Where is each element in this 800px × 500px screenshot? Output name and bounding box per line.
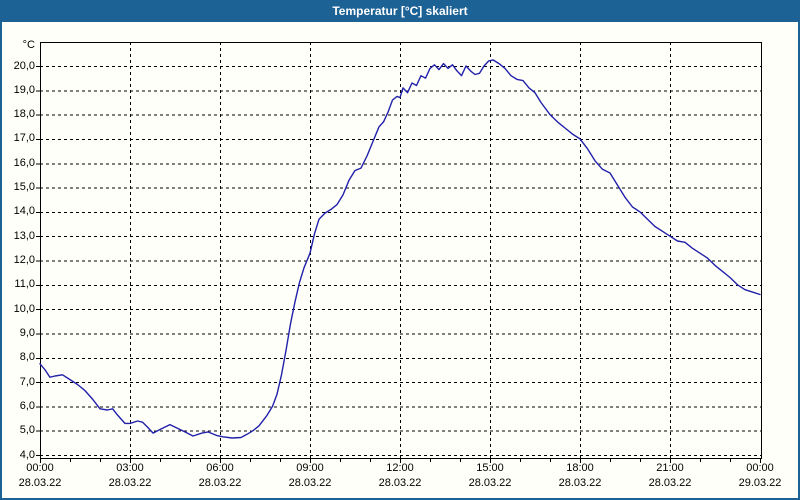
window-titlebar[interactable]: Temperatur [°C] skaliert <box>0 0 800 22</box>
window-title: Temperatur [°C] skaliert <box>332 4 468 18</box>
temperature-series-line <box>39 59 761 439</box>
window-border-bottom <box>0 498 800 500</box>
plot-border <box>40 42 762 459</box>
window-border-left <box>0 22 2 500</box>
window-border-right <box>798 22 800 500</box>
